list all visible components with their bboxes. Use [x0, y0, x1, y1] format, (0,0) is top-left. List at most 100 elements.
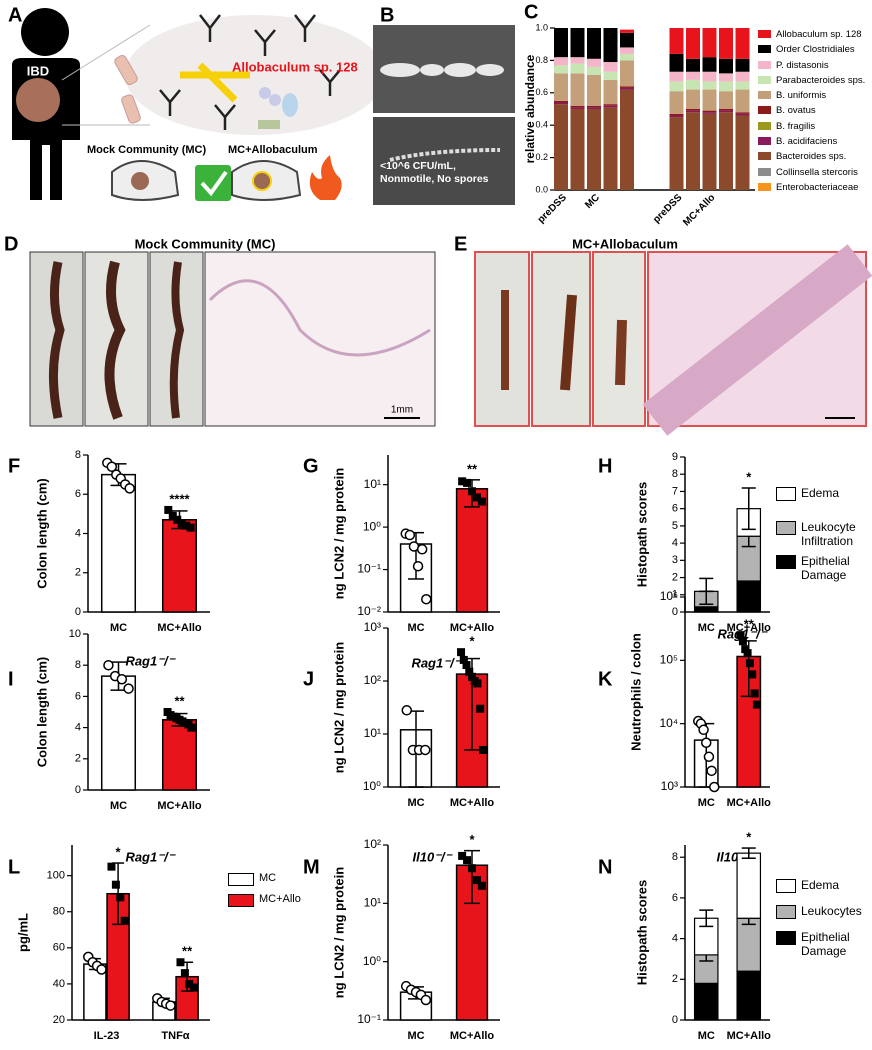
legend-label: Bacteroides sps.	[776, 151, 847, 163]
bacteria-chain	[389, 148, 501, 162]
y-axis-label: Colon length (cm)	[34, 478, 49, 589]
data-point	[473, 679, 482, 688]
data-point	[458, 477, 467, 486]
data-point	[468, 864, 476, 873]
y-tick-label: 4	[75, 527, 81, 539]
y-tick-label: 2	[672, 973, 678, 985]
y-tick-label: 100	[47, 870, 65, 882]
y-tick-label: 8	[672, 851, 678, 863]
bar-segment	[686, 71, 700, 80]
person-body	[12, 58, 80, 200]
panel-e-photos	[474, 244, 872, 436]
bar-segment	[669, 28, 684, 54]
gut	[16, 78, 60, 122]
significance: ****	[169, 491, 190, 506]
legend-item: Epithelial Damage	[776, 930, 871, 958]
y-tick-label: 9	[672, 451, 678, 463]
data-point	[463, 478, 472, 487]
y-tick-label: 10⁻¹	[357, 562, 381, 576]
bar	[161, 519, 198, 613]
legend-item: B. fragilis	[758, 121, 868, 136]
legend-label: Edema	[801, 486, 840, 500]
legend-label: Collinsella stercoris	[776, 166, 858, 178]
bar-segment	[603, 62, 618, 72]
data-point	[96, 964, 107, 975]
y-tick-label: 40	[53, 978, 65, 990]
bar-segment	[735, 113, 750, 116]
x-tick-label: MC+Allo	[681, 192, 717, 228]
data-point	[123, 683, 134, 694]
legend-swatch	[758, 121, 771, 130]
y-tick-label: 8	[672, 468, 678, 480]
legend-swatch	[758, 45, 771, 54]
x-tick-label: MC	[698, 797, 715, 809]
bar-segment	[702, 57, 717, 72]
bar-segment	[570, 57, 585, 64]
y-tick-label: 0.2	[535, 152, 548, 162]
legend-label: MC	[259, 872, 277, 884]
bar-segment	[736, 917, 762, 972]
bar-segment	[669, 71, 684, 82]
bar-segment	[620, 29, 634, 33]
bar-segment	[587, 107, 601, 109]
panel-title: Mock Community (MC)	[135, 236, 276, 251]
data-point	[107, 862, 116, 871]
person-head	[21, 8, 69, 56]
data-point	[462, 661, 471, 670]
bar-segment	[669, 113, 684, 116]
bar-segment	[702, 113, 717, 190]
bar-segment	[554, 102, 568, 105]
x-tick-label: MC+Allo	[450, 622, 495, 634]
bar-segment	[735, 89, 750, 113]
x-tick-label: IL-23	[94, 1030, 120, 1042]
legend-item: P. distasonis	[758, 60, 868, 75]
legend-swatch	[776, 521, 796, 535]
legend-swatch	[228, 894, 254, 907]
bar-segment	[570, 109, 585, 190]
bar-segment	[686, 110, 700, 113]
bar-segment	[702, 110, 717, 113]
legend-swatch	[758, 167, 771, 176]
bar-segment	[735, 58, 750, 72]
data-point	[419, 744, 431, 756]
x-tick-label: MC	[698, 622, 715, 634]
legend-swatch	[228, 873, 254, 886]
y-tick-label: 2	[75, 567, 81, 579]
bar-segment	[570, 73, 585, 106]
colon	[49, 261, 65, 419]
data-point	[752, 700, 761, 709]
y-axis-label: Histopath scores	[634, 482, 649, 587]
y-tick-label: 10¹	[364, 726, 381, 740]
legend-swatch	[758, 30, 771, 38]
legend-item: MC	[228, 872, 308, 893]
x-tick-label: MC	[698, 1030, 715, 1042]
x-tick-label: preDSS	[536, 192, 570, 226]
bar-segment	[719, 58, 733, 74]
panel-letter: E	[454, 233, 467, 255]
bar-segment	[686, 58, 700, 72]
data-point	[736, 631, 745, 640]
bar-segment	[719, 91, 733, 109]
legend-label: Order Clostridiales	[776, 44, 855, 56]
bar	[100, 675, 137, 791]
bacteria-sem	[380, 63, 504, 77]
legend-swatch	[776, 931, 796, 945]
bar-segment	[554, 73, 568, 101]
panel-letter: D	[4, 233, 18, 255]
bar-segment	[620, 47, 634, 54]
y-tick-label: 0.4	[535, 120, 548, 130]
legend-item: B. ovatus	[758, 105, 868, 120]
panel-letter: N	[598, 856, 612, 878]
bar-segment	[570, 28, 585, 58]
legend: Edema Leukocytes Epithelial Damage	[776, 878, 871, 958]
legend-label: B. fragilis	[776, 120, 816, 132]
legend-label: Allobaculum sp. 128	[776, 29, 862, 40]
bar-segment	[620, 60, 634, 87]
y-tick-label: 0	[672, 1014, 678, 1026]
y-tick-label: 10	[69, 628, 81, 640]
bar-segment	[735, 71, 750, 82]
legend-item: B. uniformis	[758, 90, 868, 105]
y-axis-label: pg/mL	[15, 913, 30, 952]
bar-segment	[735, 28, 750, 59]
